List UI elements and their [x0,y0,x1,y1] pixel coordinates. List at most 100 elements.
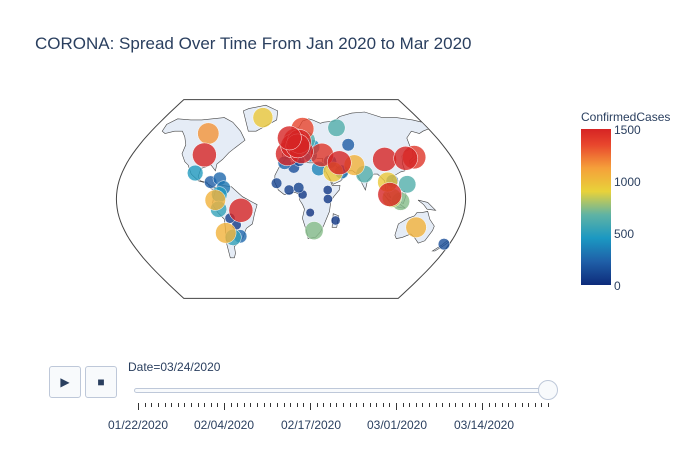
slider-tick [541,403,543,407]
slider-tick [276,403,278,407]
slider-tick [356,403,358,407]
colorbar-tick-label: 1500 [614,123,641,137]
slider-tick-label: 03/01/2020 [366,418,428,432]
slider-tick-label: 01/22/2020 [107,418,169,432]
stop-button[interactable]: ■ [85,366,117,398]
slider-tick [481,403,483,410]
slider-tick [197,403,199,407]
data-point[interactable] [305,208,315,218]
slider-tick [184,403,186,407]
slider-tick [283,403,285,407]
data-point[interactable] [377,182,403,207]
slider-tick [508,403,510,407]
data-point[interactable] [398,175,417,194]
slider-tick [488,403,490,407]
chart-title: CORONA: Spread Over Time From Jan 2020 t… [35,34,472,53]
slider-tick [296,403,298,407]
slider-tick [369,403,371,407]
slider-tick [422,403,424,407]
data-point[interactable] [204,189,226,211]
data-point[interactable] [322,185,333,195]
data-point[interactable] [187,164,204,182]
data-point[interactable] [304,221,324,240]
slider-tick [270,403,272,407]
data-point[interactable] [215,222,237,244]
slider-tick [250,403,252,407]
slider-tick [415,403,417,407]
data-point[interactable] [323,194,333,204]
slider-tick [528,403,530,407]
colorbar-tick-label: 1000 [614,175,641,189]
data-point[interactable] [405,216,427,238]
colorbar-tick-label: 0 [614,279,621,293]
slider-tick [362,403,364,407]
play-icon: ▶ [60,375,70,389]
slider-tick [495,403,497,407]
slider-tick [303,403,305,407]
slider-tick [382,403,384,407]
slider-tick [316,403,318,407]
slider-tick [290,403,292,407]
slider-tick-label: 02/04/2020 [193,418,255,432]
slider-tick [462,403,463,407]
slider-tick [309,403,311,410]
slider-tick [157,403,159,407]
data-point[interactable] [192,142,217,168]
data-point[interactable] [252,107,274,128]
data-point[interactable] [327,118,346,137]
data-point[interactable] [277,125,302,151]
data-point[interactable] [393,146,418,171]
colorbar [581,129,611,285]
slider-tick [138,403,139,410]
slider-tick [501,403,503,407]
data-point[interactable] [341,138,355,152]
slider-tick [237,403,239,407]
slider-tick [521,403,523,407]
slider-tick [389,403,391,407]
points-layer [187,107,451,251]
slider-handle[interactable] [538,380,558,400]
slider-tick [343,403,344,407]
slider-tick [323,403,325,407]
data-point[interactable] [197,122,220,145]
data-point[interactable] [293,182,305,194]
slider-tick [475,403,477,407]
slider-tick-label: 03/14/2020 [453,418,515,432]
stop-icon: ■ [97,375,105,389]
colorbar-title: ConfirmedCases [581,110,671,124]
data-point[interactable] [283,184,295,196]
slider-tick [395,403,397,410]
data-point[interactable] [330,215,341,226]
slider-tick [217,403,219,407]
play-button[interactable]: ▶ [49,366,81,398]
slider-current-label: Date=03/24/2020 [128,360,221,374]
slider-tick [257,403,258,407]
slider-tick [171,403,173,407]
data-point[interactable] [228,198,254,223]
slider-tick [243,403,245,407]
slider-tick [263,403,265,407]
slider-tick [230,403,232,407]
slider-tick [429,403,430,407]
land-shape [417,199,437,211]
data-point[interactable] [327,150,352,176]
slider-tick [190,403,192,407]
slider-tick [534,403,536,407]
slider-tick [409,403,411,407]
data-point[interactable] [437,238,451,251]
slider-tick [435,403,437,407]
slider-tick [224,403,225,410]
slider-tick [448,403,450,407]
slider-track[interactable] [134,388,552,393]
slider-tick [468,403,470,407]
slider-tick [204,403,206,407]
data-point[interactable] [271,177,283,189]
slider-tick-label: 02/17/2020 [280,418,342,432]
slider-tick [376,403,378,407]
slider-tick [402,403,404,407]
data-point[interactable] [372,147,397,172]
colorbar-tick-label: 500 [614,227,635,241]
slider-tick [329,403,331,407]
slider-tick [151,403,153,407]
